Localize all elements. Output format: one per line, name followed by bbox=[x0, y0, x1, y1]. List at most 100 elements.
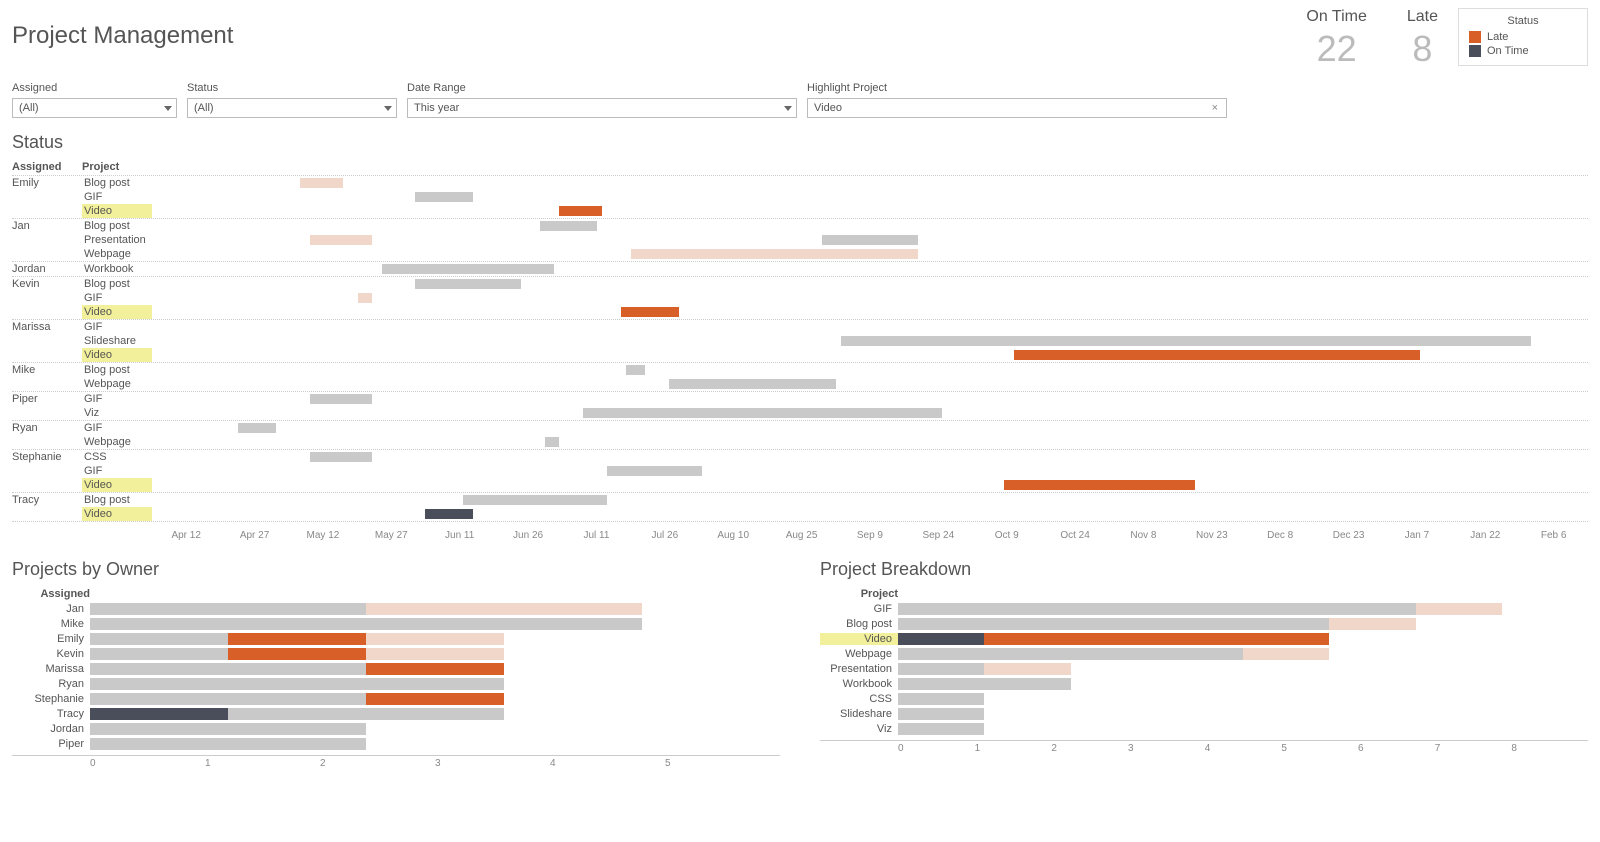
gantt-bar[interactable] bbox=[310, 452, 372, 462]
hbar-segment[interactable] bbox=[1243, 648, 1329, 660]
hbar-segment[interactable] bbox=[1329, 618, 1415, 630]
filter-highlight-input[interactable]: Video × bbox=[807, 98, 1227, 118]
hbar-segment[interactable] bbox=[984, 663, 1070, 675]
hbar-segment[interactable] bbox=[984, 633, 1329, 645]
gantt-row[interactable]: Video bbox=[12, 305, 1588, 319]
gantt-bar[interactable] bbox=[463, 495, 607, 505]
gantt-row[interactable]: EmilyBlog post bbox=[12, 176, 1588, 190]
gantt-bar[interactable] bbox=[621, 307, 678, 317]
hbar-row[interactable]: Viz bbox=[820, 722, 1588, 736]
filter-daterange-select[interactable]: This year bbox=[407, 98, 797, 118]
gantt-row[interactable]: GIF bbox=[12, 190, 1588, 204]
gantt-bar[interactable] bbox=[822, 235, 918, 245]
hbar-segment[interactable] bbox=[90, 633, 228, 645]
hbar-row[interactable]: Jordan bbox=[12, 722, 780, 736]
hbar-segment[interactable] bbox=[898, 708, 984, 720]
gantt-row[interactable]: Video bbox=[12, 204, 1588, 218]
hbar-row[interactable]: Kevin bbox=[12, 647, 780, 661]
hbar-row[interactable]: Video bbox=[820, 632, 1588, 646]
gantt-row[interactable]: Viz bbox=[12, 406, 1588, 420]
gantt-row[interactable]: KevinBlog post bbox=[12, 277, 1588, 291]
gantt-row[interactable]: TracyBlog post bbox=[12, 493, 1588, 507]
hbar-row[interactable]: Marissa bbox=[12, 662, 780, 676]
gantt-bar[interactable] bbox=[358, 293, 372, 303]
gantt-bar[interactable] bbox=[310, 394, 372, 404]
hbar-row[interactable]: Slideshare bbox=[820, 707, 1588, 721]
hbar-row[interactable]: GIF bbox=[820, 602, 1588, 616]
gantt-row[interactable]: Presentation bbox=[12, 233, 1588, 247]
hbar-row[interactable]: Webpage bbox=[820, 647, 1588, 661]
hbar-segment[interactable] bbox=[90, 723, 366, 735]
hbar-segment[interactable] bbox=[90, 678, 504, 690]
hbar-segment[interactable] bbox=[366, 648, 504, 660]
hbar-segment[interactable] bbox=[898, 663, 984, 675]
hbar-segment[interactable] bbox=[898, 648, 1243, 660]
gantt-bar[interactable] bbox=[300, 178, 343, 188]
gantt-row[interactable]: StephanieCSS bbox=[12, 450, 1588, 464]
hbar-segment[interactable] bbox=[228, 708, 504, 720]
gantt-row[interactable]: Slideshare bbox=[12, 334, 1588, 348]
hbar-row[interactable]: Presentation bbox=[820, 662, 1588, 676]
gantt-row[interactable]: MikeBlog post bbox=[12, 363, 1588, 377]
hbar-segment[interactable] bbox=[228, 648, 366, 660]
hbar-segment[interactable] bbox=[898, 618, 1329, 630]
hbar-row[interactable]: Stephanie bbox=[12, 692, 780, 706]
hbar-segment[interactable] bbox=[1416, 603, 1502, 615]
gantt-bar[interactable] bbox=[1014, 350, 1421, 360]
gantt-row[interactable]: Video bbox=[12, 507, 1588, 521]
hbar-segment[interactable] bbox=[898, 603, 1416, 615]
gantt-row[interactable]: GIF bbox=[12, 291, 1588, 305]
gantt-bar[interactable] bbox=[669, 379, 837, 389]
gantt-bar[interactable] bbox=[238, 423, 276, 433]
legend-item[interactable]: Late bbox=[1469, 31, 1577, 43]
gantt-bar[interactable] bbox=[545, 437, 559, 447]
hbar-segment[interactable] bbox=[90, 663, 366, 675]
filter-status-select[interactable]: (All) bbox=[187, 98, 397, 118]
hbar-segment[interactable] bbox=[90, 648, 228, 660]
filter-assigned-select[interactable]: (All) bbox=[12, 98, 177, 118]
gantt-bar[interactable] bbox=[583, 408, 942, 418]
gantt-bar[interactable] bbox=[310, 235, 372, 245]
gantt-row[interactable]: JanBlog post bbox=[12, 219, 1588, 233]
gantt-row[interactable]: MarissaGIF bbox=[12, 320, 1588, 334]
hbar-row[interactable]: Piper bbox=[12, 737, 780, 751]
gantt-chart[interactable]: EmilyBlog postGIFVideoJanBlog postPresen… bbox=[12, 175, 1588, 522]
legend-item[interactable]: On Time bbox=[1469, 45, 1577, 57]
gantt-row[interactable]: Webpage bbox=[12, 247, 1588, 261]
hbar-row[interactable]: Blog post bbox=[820, 617, 1588, 631]
hbar-segment[interactable] bbox=[366, 663, 504, 675]
hbar-segment[interactable] bbox=[366, 693, 504, 705]
gantt-bar[interactable] bbox=[559, 206, 602, 216]
hbar-row[interactable]: Ryan bbox=[12, 677, 780, 691]
hbar-segment[interactable] bbox=[90, 618, 642, 630]
hbar-segment[interactable] bbox=[228, 633, 366, 645]
clear-icon[interactable]: × bbox=[1208, 102, 1222, 114]
gantt-bar[interactable] bbox=[1004, 480, 1195, 490]
hbar-segment[interactable] bbox=[90, 603, 366, 615]
hbar-row[interactable]: Mike bbox=[12, 617, 780, 631]
gantt-row[interactable]: RyanGIF bbox=[12, 421, 1588, 435]
gantt-bar[interactable] bbox=[415, 279, 520, 289]
hbar-segment[interactable] bbox=[90, 708, 228, 720]
hbar-segment[interactable] bbox=[90, 693, 366, 705]
gantt-row[interactable]: Video bbox=[12, 348, 1588, 362]
hbar-row[interactable]: Emily bbox=[12, 632, 780, 646]
hbar-segment[interactable] bbox=[898, 633, 984, 645]
gantt-bar[interactable] bbox=[415, 192, 472, 202]
hbar-segment[interactable] bbox=[898, 693, 984, 705]
hbar-segment[interactable] bbox=[90, 738, 366, 750]
gantt-row[interactable]: Webpage bbox=[12, 377, 1588, 391]
hbar-segment[interactable] bbox=[366, 633, 504, 645]
gantt-bar[interactable] bbox=[626, 365, 645, 375]
gantt-bar[interactable] bbox=[540, 221, 597, 231]
hbar-row[interactable]: Workbook bbox=[820, 677, 1588, 691]
hbar-segment[interactable] bbox=[366, 603, 642, 615]
gantt-row[interactable]: JordanWorkbook bbox=[12, 262, 1588, 276]
hbar-row[interactable]: Jan bbox=[12, 602, 780, 616]
gantt-bar[interactable] bbox=[425, 509, 473, 519]
hbar-segment[interactable] bbox=[898, 723, 984, 735]
hbar-row[interactable]: CSS bbox=[820, 692, 1588, 706]
gantt-bar[interactable] bbox=[631, 249, 918, 259]
gantt-row[interactable]: Video bbox=[12, 478, 1588, 492]
gantt-row[interactable]: Webpage bbox=[12, 435, 1588, 449]
